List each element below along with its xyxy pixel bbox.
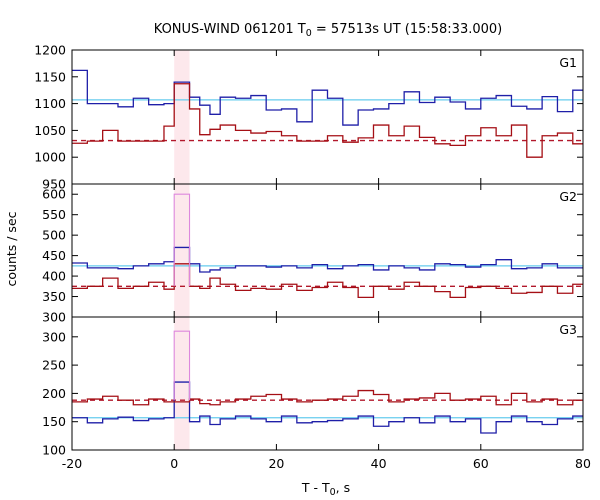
y-tick-label: 600 (42, 187, 66, 202)
y-tick-label: 350 (42, 289, 66, 304)
chart-title: KONUS-WIND 061201 T0 = 57513s UT (15:58:… (154, 22, 503, 39)
highlight-band (174, 50, 190, 450)
y-tick-label: 1000 (34, 150, 66, 165)
series-step-blue (72, 381, 583, 434)
y-tick-label: 550 (42, 207, 66, 222)
series-step-blue (72, 69, 583, 126)
y-tick-label: 1150 (34, 69, 66, 84)
y-tick-label: 300 (42, 329, 66, 344)
y-axis-label: counts / sec (4, 211, 19, 286)
y-tick-label: 950 (42, 177, 66, 192)
series-step-red (72, 263, 583, 299)
series-step-pink (173, 330, 191, 401)
series-step-red (72, 83, 583, 158)
x-tick-label: -20 (62, 456, 82, 471)
panel-frame (71, 49, 584, 185)
panel-frame (71, 316, 584, 451)
y-tick-label: 500 (42, 228, 66, 243)
x-tick-label: 0 (170, 456, 178, 471)
series-step-blue (72, 246, 583, 273)
x-tick-label: 60 (473, 456, 489, 471)
series-step-pink (173, 193, 191, 287)
x-axis-label: T - T0, s (301, 480, 350, 498)
panel-frame (71, 183, 584, 318)
y-tick-label: 200 (42, 386, 66, 401)
y-tick-label: 150 (42, 414, 66, 429)
y-tick-label: 250 (42, 358, 66, 373)
y-tick-label: 400 (42, 269, 66, 284)
y-tick-label: 1050 (34, 123, 66, 138)
x-tick-label: 20 (268, 456, 284, 471)
y-tick-label: 450 (42, 248, 66, 263)
series-step-red (72, 389, 583, 406)
x-tick-label: 80 (575, 456, 591, 471)
y-tick-label: 100 (42, 443, 66, 458)
y-tick-label: 1200 (34, 43, 66, 58)
panel-label: G2 (559, 189, 577, 204)
y-tick-label: 1100 (34, 96, 66, 111)
x-tick-label: 40 (371, 456, 387, 471)
y-tick-label: 300 (42, 310, 66, 325)
panel-label: G3 (559, 322, 577, 337)
panel-label: G1 (559, 55, 577, 70)
